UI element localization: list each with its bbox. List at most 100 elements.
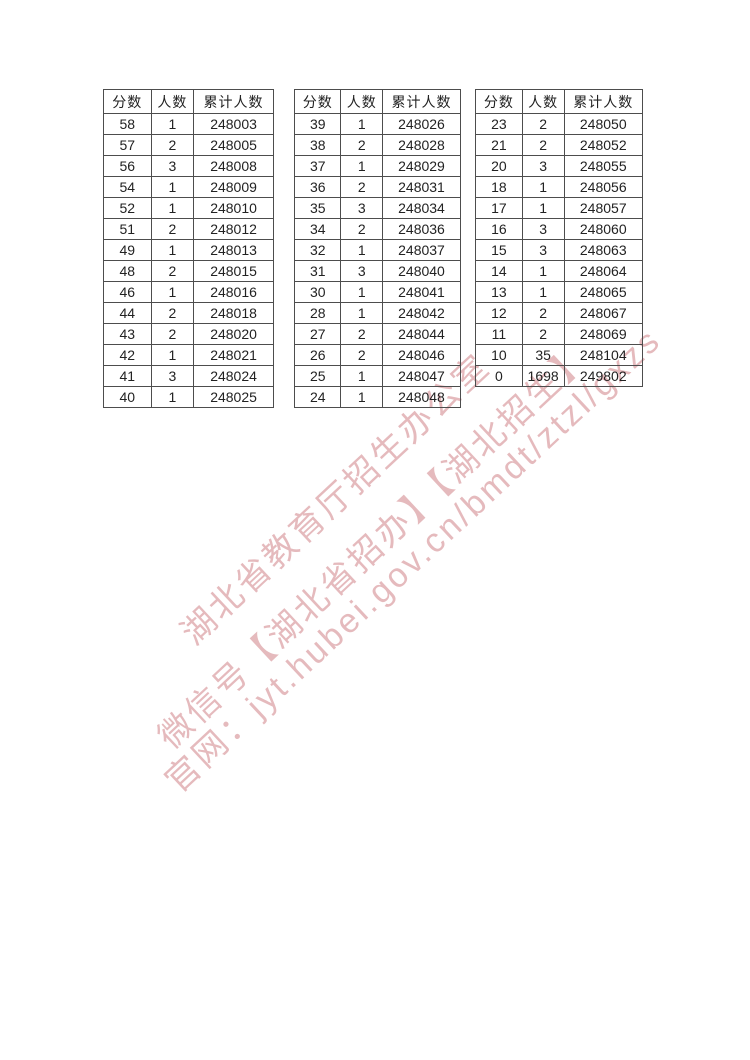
- score-cell: 23: [475, 113, 523, 135]
- cumulative-cell: 248060: [563, 218, 643, 240]
- cumulative-cell: 248028: [381, 134, 462, 156]
- score-cell: 18: [475, 176, 523, 198]
- count-cell: 2: [340, 176, 383, 198]
- count-cell: 2: [521, 134, 565, 156]
- table-row: 13 1 248065: [475, 281, 643, 303]
- score-cell: 10: [475, 344, 523, 366]
- table-row: 43 2 248020: [103, 323, 274, 345]
- count-cell: 1: [521, 260, 565, 282]
- score-cell: 54: [103, 176, 152, 198]
- score-cell: 51: [103, 218, 152, 240]
- count-cell: 3: [521, 218, 565, 240]
- count-cell: 3: [150, 365, 195, 387]
- cumulative-cell: 248050: [563, 113, 643, 135]
- score-cell: 46: [103, 281, 152, 303]
- count-cell: 2: [150, 134, 195, 156]
- count-cell: 1: [150, 239, 195, 261]
- score-cell: 48: [103, 260, 152, 282]
- cumulative-cell: 248040: [381, 260, 462, 282]
- cumulative-cell: 249802: [563, 365, 643, 387]
- cumulative-cell: 248018: [193, 302, 274, 324]
- score-cell: 27: [293, 323, 342, 345]
- score-cell: 44: [103, 302, 152, 324]
- column-header-score: 分数: [475, 89, 523, 114]
- table-header-row: 分数 人数 累计人数: [103, 89, 274, 114]
- score-cell: 56: [103, 155, 152, 177]
- score-cell: 58: [103, 113, 152, 135]
- table-row: 15 3 248063: [475, 239, 643, 261]
- table-row: 0 1698 249802: [475, 365, 643, 387]
- count-cell: 1: [521, 281, 565, 303]
- table-row: 38 2 248028: [293, 134, 462, 156]
- score-cell: 39: [293, 113, 342, 135]
- score-cell: 42: [103, 344, 152, 366]
- table-row: 41 3 248024: [103, 365, 274, 387]
- score-cell: 16: [475, 218, 523, 240]
- cumulative-cell: 248069: [563, 323, 643, 345]
- cumulative-cell: 248104: [563, 344, 643, 366]
- count-cell: 35: [521, 344, 565, 366]
- cumulative-cell: 248056: [563, 176, 643, 198]
- table-row: 37 1 248029: [293, 155, 462, 177]
- count-cell: 1: [150, 386, 195, 408]
- table-header-row: 分数 人数 累计人数: [475, 89, 643, 114]
- table-row: 46 1 248016: [103, 281, 274, 303]
- column-header-count: 人数: [521, 89, 565, 114]
- score-cell: 26: [293, 344, 342, 366]
- cumulative-cell: 248021: [193, 344, 274, 366]
- count-cell: 1: [150, 197, 195, 219]
- table-row: 54 1 248009: [103, 176, 274, 198]
- table-row: 12 2 248067: [475, 302, 643, 324]
- cumulative-cell: 248025: [193, 386, 274, 408]
- score-cell: 24: [293, 386, 342, 408]
- count-cell: 2: [150, 260, 195, 282]
- cumulative-cell: 248037: [381, 239, 462, 261]
- count-cell: 2: [521, 113, 565, 135]
- column-header-score: 分数: [103, 89, 152, 114]
- table-row: 18 1 248056: [475, 176, 643, 198]
- score-cell: 20: [475, 155, 523, 177]
- count-cell: 2: [521, 323, 565, 345]
- table-row: 35 3 248034: [293, 197, 462, 219]
- score-cell: 0: [475, 365, 523, 387]
- score-cell: 32: [293, 239, 342, 261]
- table-row: 21 2 248052: [475, 134, 643, 156]
- score-cell: 41: [103, 365, 152, 387]
- count-cell: 2: [340, 218, 383, 240]
- count-cell: 1: [340, 365, 383, 387]
- cumulative-cell: 248047: [381, 365, 462, 387]
- count-cell: 2: [521, 302, 565, 324]
- score-cell: 14: [475, 260, 523, 282]
- table-row: 10 35 248104: [475, 344, 643, 366]
- table-row: 25 1 248047: [293, 365, 462, 387]
- count-cell: 1: [340, 155, 383, 177]
- score-cell: 34: [293, 218, 342, 240]
- score-cell: 31: [293, 260, 342, 282]
- table-row: 26 2 248046: [293, 344, 462, 366]
- score-table-middle: 分数 人数 累计人数 39 1 248026 38 2 248028 37 1 248029 36 2 24…: [293, 89, 462, 408]
- cumulative-cell: 248065: [563, 281, 643, 303]
- table-header-row: 分数 人数 累计人数: [293, 89, 462, 114]
- cumulative-cell: 248005: [193, 134, 274, 156]
- cumulative-cell: 248064: [563, 260, 643, 282]
- cumulative-cell: 248048: [381, 386, 462, 408]
- score-cell: 35: [293, 197, 342, 219]
- table-row: 11 2 248069: [475, 323, 643, 345]
- score-cell: 15: [475, 239, 523, 261]
- count-cell: 2: [340, 134, 383, 156]
- cumulative-cell: 248044: [381, 323, 462, 345]
- table-row: 56 3 248008: [103, 155, 274, 177]
- count-cell: 1698: [521, 365, 565, 387]
- count-cell: 1: [521, 197, 565, 219]
- table-row: 16 3 248060: [475, 218, 643, 240]
- score-cell: 40: [103, 386, 152, 408]
- table-row: 24 1 248048: [293, 386, 462, 408]
- count-cell: 1: [150, 176, 195, 198]
- table-row: 51 2 248012: [103, 218, 274, 240]
- cumulative-cell: 248046: [381, 344, 462, 366]
- score-cell: 57: [103, 134, 152, 156]
- table-row: 58 1 248003: [103, 113, 274, 135]
- count-cell: 3: [340, 260, 383, 282]
- score-cell: 25: [293, 365, 342, 387]
